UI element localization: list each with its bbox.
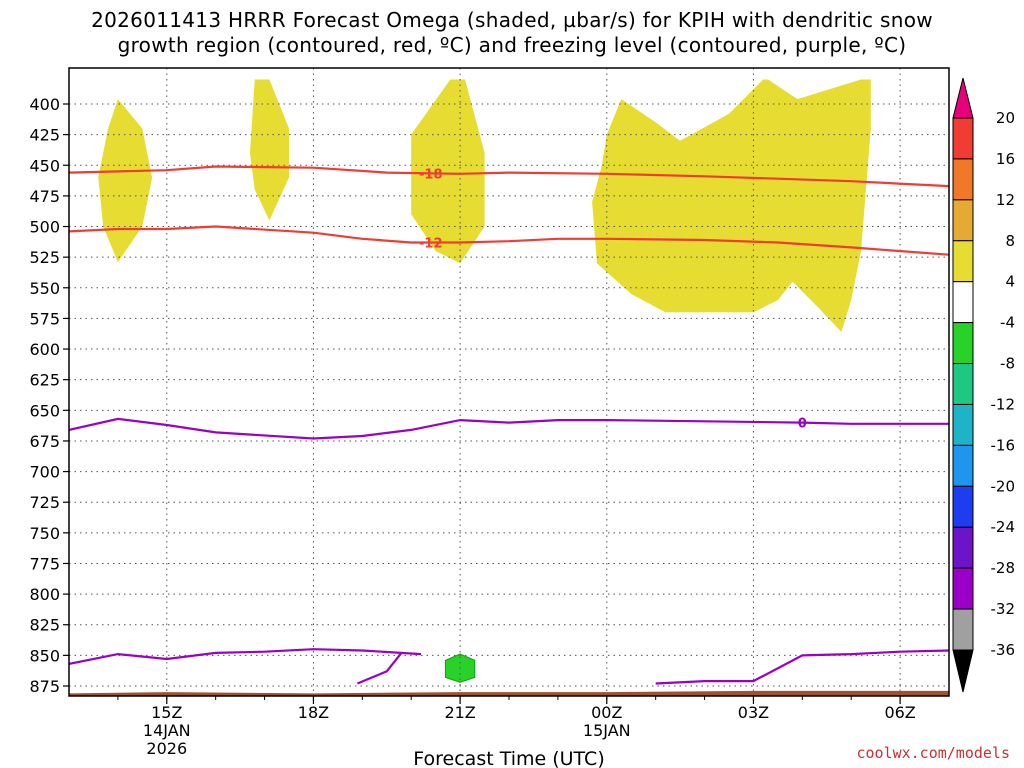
y-tick-label-750: 750 [29,524,60,543]
colorbar-box-5 [952,322,974,365]
colorbar-box-9 [952,485,974,528]
y-tick-label-625: 625 [29,371,60,390]
x-tick-label-18Z: 18Z [298,703,329,722]
omega-region-1 [249,79,289,221]
x-tick-label-15Z: 15Z [151,703,182,722]
y-tick-label-475: 475 [29,187,60,206]
colorbar-label-10: -24 [991,518,1016,536]
x-tick-date-00Z: 15JAN [583,721,631,740]
colorbar-label-9: -20 [991,477,1016,495]
y-tick-label-575: 575 [29,309,60,328]
colorbar-label-0: 20 [996,109,1015,127]
contour-label-0: -18 [419,167,443,182]
x-tick-label-21Z: 21Z [444,703,475,722]
colorbar-label-11: -28 [991,559,1016,577]
contour-line-freezing-2 [69,417,949,440]
y-tick-label-725: 725 [29,493,60,512]
colorbar-label-3: 8 [1005,232,1015,250]
contour-line-freezing-3 [69,648,422,665]
colorbar-box-2 [952,199,974,242]
colorbar-bottom-arrow [952,649,974,693]
y-tick-label-650: 650 [29,401,60,420]
y-tick-label-825: 825 [29,616,60,635]
x-tick-year-15Z: 2026 [146,739,187,758]
colorbar-label-6: -8 [1000,355,1015,373]
y-tick-label-500: 500 [29,218,60,237]
y-tick-label-875: 875 [29,677,60,696]
credit-text: coolwx.com/models [856,744,1010,762]
colorbar-label-5: -4 [1000,314,1015,332]
colorbar-box-12 [952,608,974,651]
colorbar-box-3 [952,240,974,283]
y-tick-label-775: 775 [29,554,60,573]
colorbar-label-7: -12 [991,395,1016,413]
x-tick-date-15Z: 14JAN [143,721,191,740]
y-tick-label-425: 425 [29,126,60,145]
x-tick-label-06Z: 06Z [884,703,915,722]
colorbar-label-2: 12 [996,191,1015,209]
y-tick-label-700: 700 [29,463,60,482]
y-tick-label-550: 550 [29,279,60,298]
y-tick-label-675: 675 [29,432,60,451]
colorbar-label-8: -16 [991,436,1016,454]
omega-region-2 [411,79,485,264]
colorbar-label-13: -36 [991,641,1016,659]
colorbar-top-arrow [952,77,974,119]
y-tick-label-600: 600 [29,340,60,359]
x-tick-label-03Z: 03Z [738,703,769,722]
y-tick-label-400: 400 [29,95,60,114]
omega-region-3 [592,79,871,332]
colorbar-box-7 [952,403,974,446]
x-tick-label-00Z: 00Z [591,703,622,722]
chart-title-line-2: growth region (contoured, red, ºC) and f… [117,33,907,57]
contour-line-freezing-5 [655,649,949,685]
contour-line-dendritic-0 [69,165,949,188]
omega-region-0 [98,99,153,263]
colorbar-box-6 [952,363,974,405]
y-tick-label-800: 800 [29,585,60,604]
contour-line-dendritic-1 [69,225,949,256]
contour-label-1: -12 [419,236,443,251]
terrain-fill [69,690,949,696]
y-tick-label-450: 450 [29,156,60,175]
colorbar-label-1: 16 [996,150,1015,168]
colorbar-label-4: 4 [1005,273,1015,291]
contour-label-2: 0 [798,417,807,432]
colorbar-box-11 [952,567,974,610]
colorbar-box-1 [952,158,974,201]
contour-line-freezing-4 [356,652,403,685]
y-tick-label-850: 850 [29,646,60,665]
colorbar-box-4 [952,281,974,324]
x-axis-label: Forecast Time (UTC) [413,748,604,768]
colorbar-box-10 [952,526,974,569]
y-tick-label-525: 525 [29,248,60,267]
colorbar-box-0 [952,117,974,160]
colorbar-label-12: -32 [991,600,1016,618]
chart-title-line-1: 2026011413 HRRR Forecast Omega (shaded, … [91,8,933,32]
colorbar-box-8 [952,444,974,487]
